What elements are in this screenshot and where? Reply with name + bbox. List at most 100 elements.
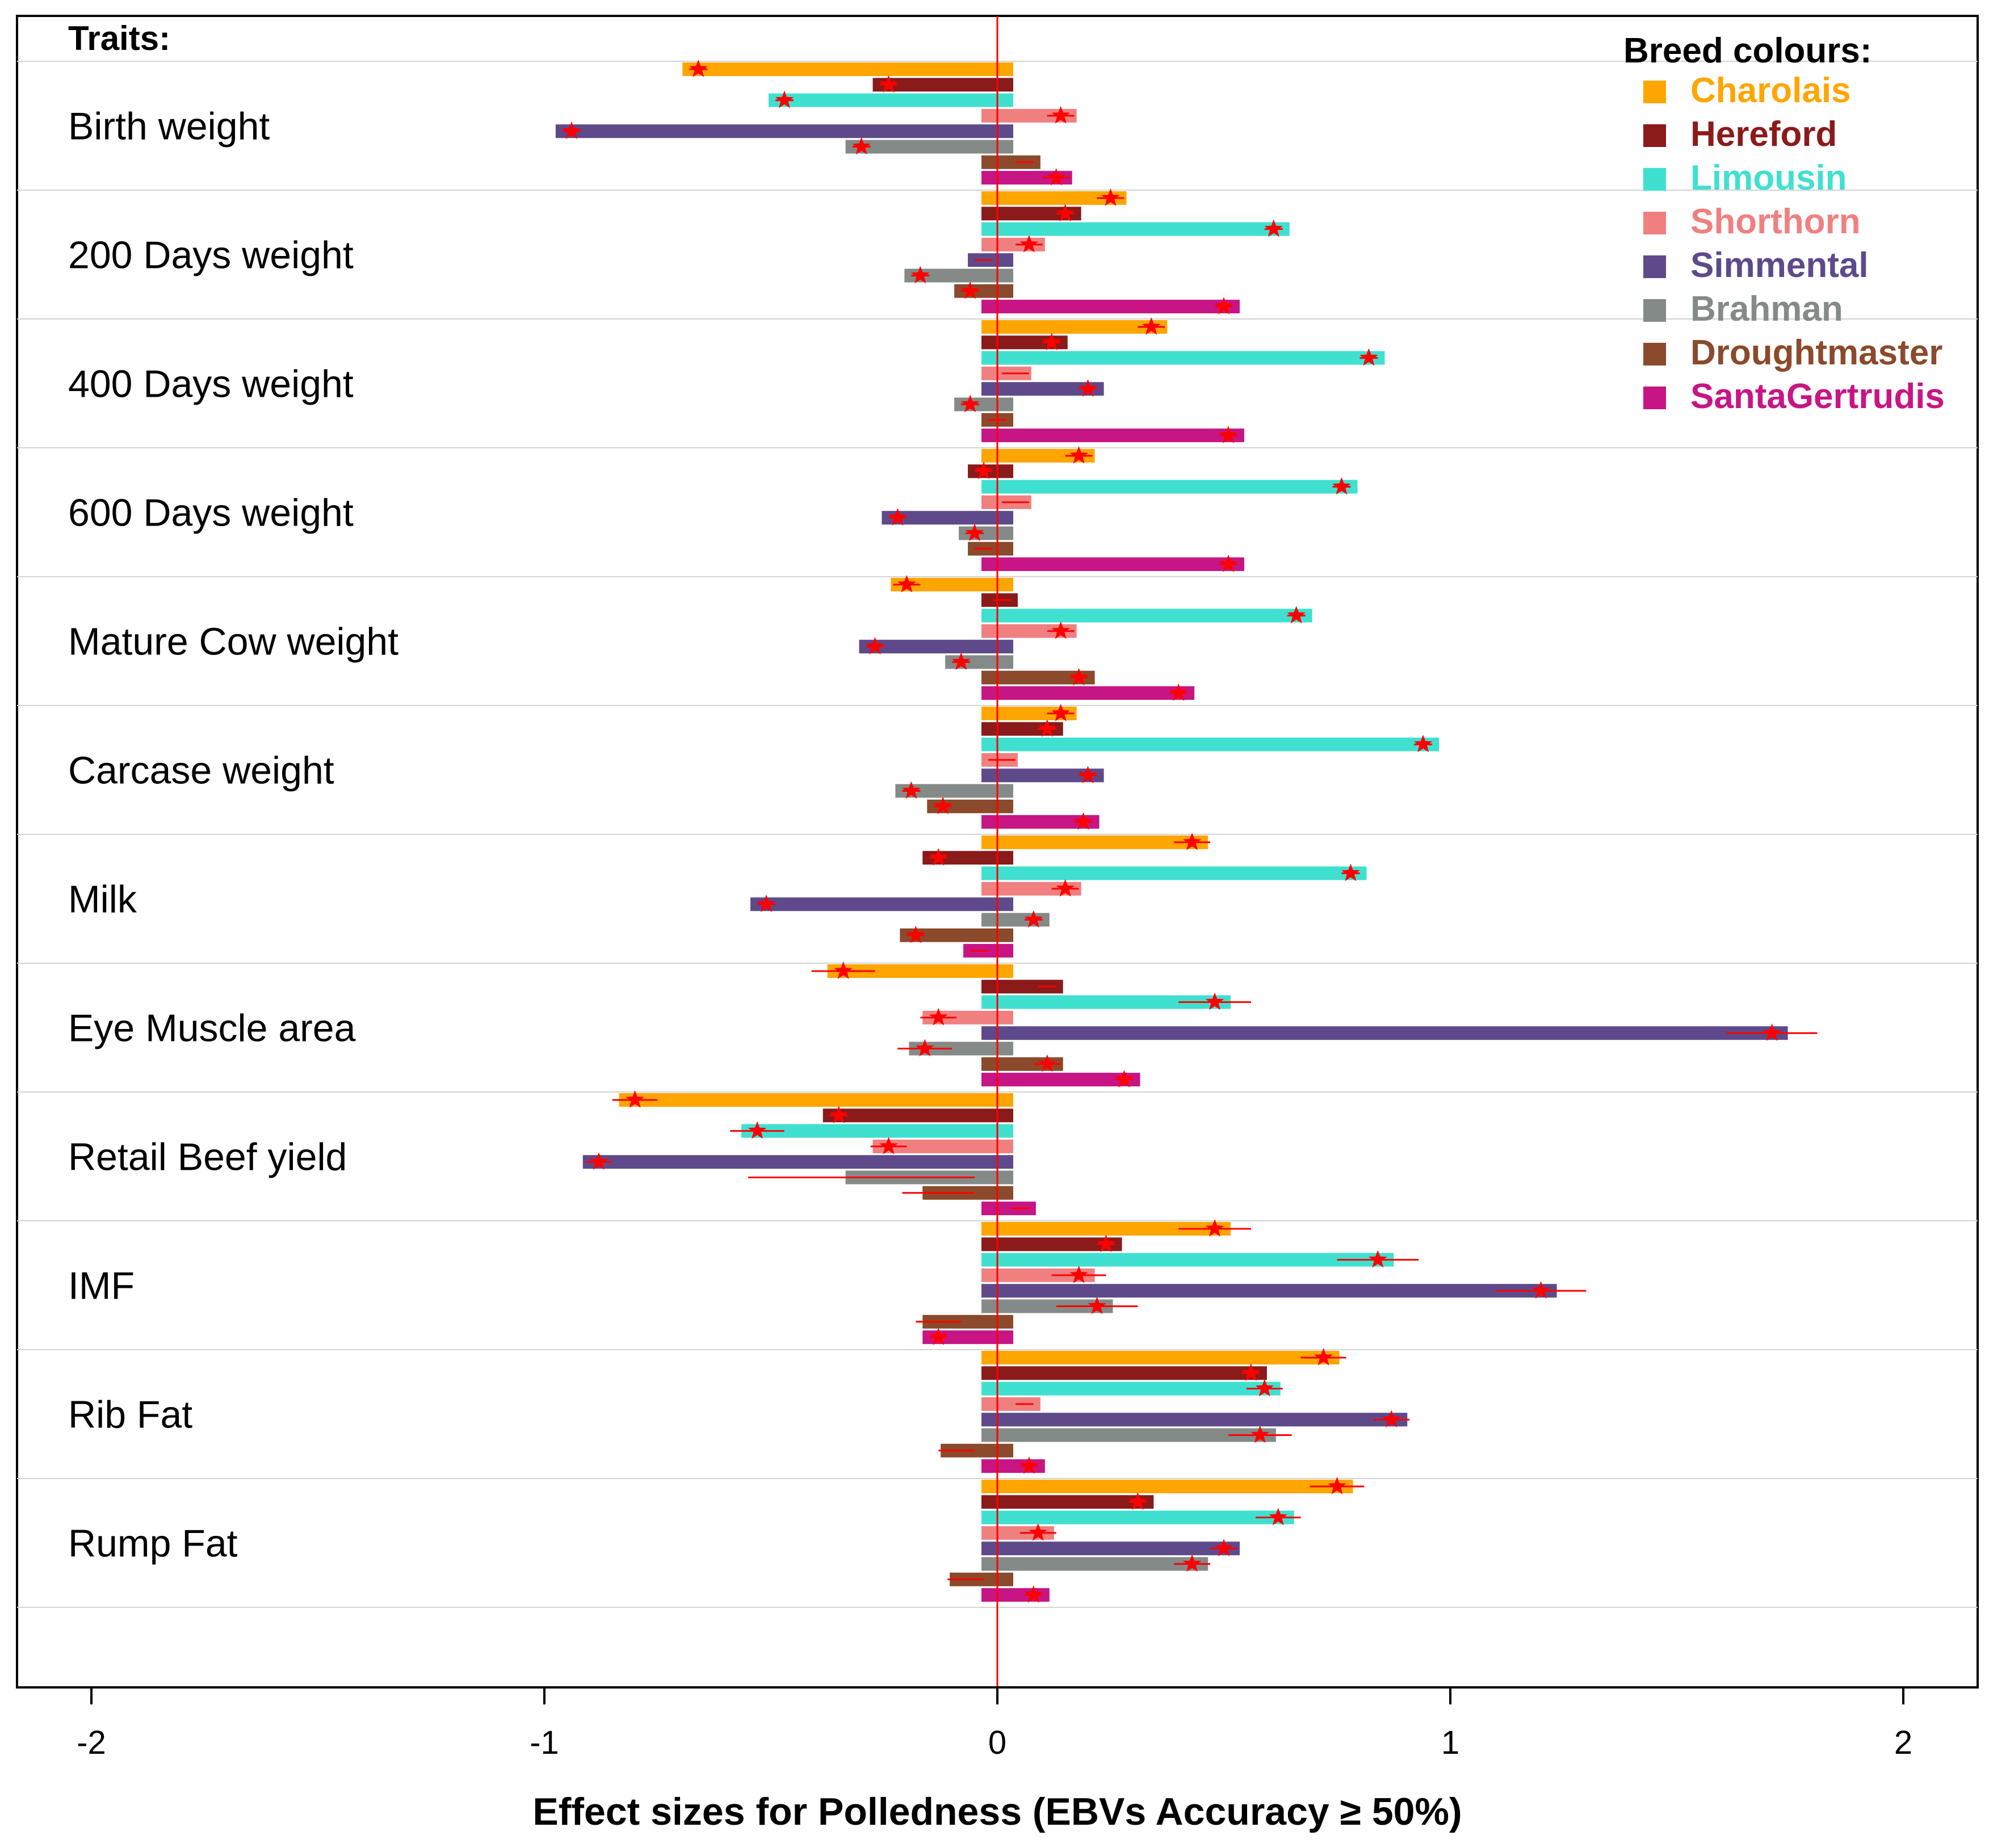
significance-star [1056,204,1075,222]
x-tick-label: 1 [1441,1724,1459,1761]
bar-simmental [859,640,1013,654]
trait-label: 200 Days weight [68,234,354,277]
significance-star [562,121,581,139]
significance-star [1332,477,1351,495]
bar-limousin [981,480,1358,494]
bar-limousin [981,1253,1394,1267]
significance-star [1255,1379,1274,1397]
legend-label: SantaGertrudis [1690,377,1945,416]
bar-charolais [981,1351,1340,1364]
significance-star [907,925,925,943]
trait-label: Milk [68,878,137,921]
significance-star [934,796,952,814]
bar-charolais [682,62,1013,76]
bar-limousin [981,737,1440,751]
trait-label: Rib Fat [68,1393,192,1437]
significance-star [1101,188,1120,206]
significance-star [1019,234,1038,253]
significance-star [1382,1410,1401,1427]
legend-swatch [1643,299,1666,322]
bar-brahman [981,1428,1276,1442]
trait-label: IMF [68,1265,135,1308]
bar-limousin [981,351,1385,365]
bar-santagertrudis [981,300,1240,314]
significance-star [1328,1477,1346,1494]
bar-simmental [750,897,1013,912]
x-axis-title: Effect sizes for Polledness (EBVs Accura… [532,1790,1462,1833]
significance-star [689,60,708,77]
bar-simmental [582,1155,1013,1169]
trait-label: 400 Days weight [68,363,354,406]
significance-star [965,523,984,541]
bar-limousin [981,608,1312,623]
trait-labels: Birth weight 200 Days weight 400 Days weig… [68,105,398,1565]
significance-star [961,394,980,413]
significance-star [1051,704,1070,721]
significance-star [866,637,884,654]
bar-brahman [981,1557,1208,1571]
bar-simmental [981,1284,1557,1298]
significance-star [952,652,971,670]
trait-label: Mature Cow weight [68,620,398,663]
legend-swatch [1643,255,1666,278]
significance-star [1251,1425,1269,1443]
significance-star [1183,1554,1202,1572]
bar-limousin [981,1510,1294,1524]
x-tick-label: 0 [988,1724,1006,1761]
bar-limousin [768,93,1013,107]
significance-star [1341,863,1360,881]
trait-label: Rump Fat [68,1522,238,1565]
significance-star [1051,106,1070,124]
bar-simmental [981,1542,1240,1556]
x-tick-label: -2 [77,1724,106,1761]
significance-star [1205,1219,1224,1237]
significance-star [1219,555,1238,572]
significance-markers [562,60,1781,1603]
legend-swatch [1643,343,1666,366]
significance-star [879,1136,898,1154]
significance-star [1079,379,1097,397]
significance-star [626,1090,644,1108]
significance-star [1051,621,1070,639]
significance-star [897,575,916,593]
significance-star [1359,348,1378,366]
legend-swatch [1643,81,1666,103]
bar-charolais [619,1093,1013,1107]
bar-limousin [981,866,1367,880]
significance-star [1241,1363,1260,1381]
significance-star [775,90,794,108]
bar-limousin [981,1381,1281,1396]
legend-label: Brahman [1690,289,1843,329]
significance-star [1205,992,1224,1010]
legend-label: Limousin [1690,158,1847,198]
significance-star [1264,219,1283,237]
significance-star [757,894,776,912]
significance-star [1069,446,1088,464]
legend-swatch [1643,124,1666,147]
bar-simmental [981,1413,1408,1427]
bar-santagertrudis [981,557,1244,572]
x-axis: -2 -1 0 1 2 [77,1686,1912,1761]
significance-star [1047,168,1065,186]
traits-title: Traits: [68,19,170,57]
significance-star [1038,719,1056,737]
bar-limousin [981,222,1290,236]
significance-star [929,1007,948,1026]
significance-star [961,281,980,299]
significance-star [1029,1523,1047,1541]
significance-star [1056,879,1075,897]
significance-star [929,848,948,866]
legend: Breed colours: Charolais Hereford Limousin… [1623,31,1945,416]
significance-star [916,1039,934,1057]
significance-star [1369,1250,1387,1268]
significance-star [1314,1348,1333,1366]
legend-label: Shorthorn [1690,202,1861,241]
significance-star [1414,734,1433,753]
trait-label: Birth weight [68,105,270,148]
significance-star [748,1121,767,1139]
significance-star [1763,1023,1781,1041]
significance-star [1079,766,1097,783]
significance-star [879,75,898,93]
significance-star [1097,1234,1115,1253]
